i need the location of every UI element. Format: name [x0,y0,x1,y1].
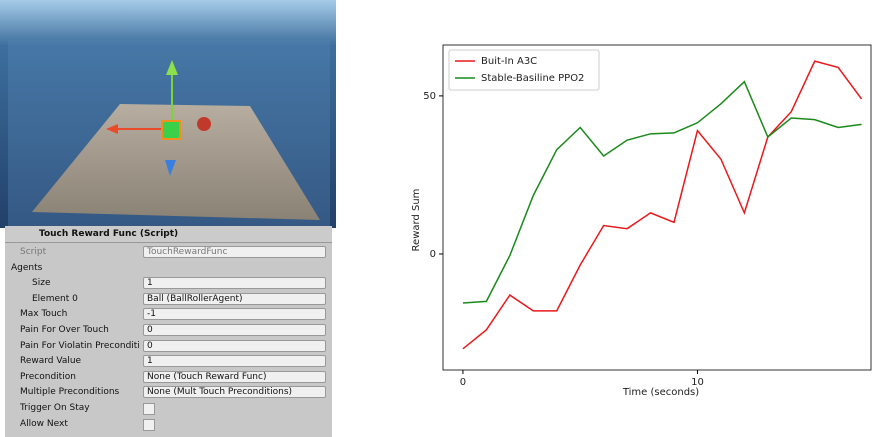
field-value[interactable]: 0 [143,324,326,336]
legend-label: Stable-Basiline PPO2 [481,73,584,84]
chart: Reward Sum Time (seconds) 0 10 0 50 Buit-In … [336,0,872,437]
field-value[interactable]: 1 [143,355,326,367]
scene-view [0,0,336,228]
field-label: Max Touch [20,309,142,319]
field-label: Script [20,247,142,257]
field-label: Agents [11,263,133,273]
field-value[interactable]: 1 [143,277,326,289]
field-value[interactable]: Ball (BallRollerAgent) [143,293,326,305]
inspector-row: Allow Next [5,417,332,432]
field-value[interactable]: None (Mult Touch Preconditions) [143,386,326,398]
field-label: Element 0 [32,294,154,304]
agent-cube [162,121,180,139]
series-line [463,61,862,349]
page: Touch Reward Func (Script) ScriptTouchRe… [0,0,872,437]
inspector-row: Trigger On Stay [5,401,332,416]
x-tick-label: 0 [460,377,466,388]
checkbox[interactable] [143,403,155,415]
field-label: Multiple Preconditions [20,387,142,397]
field-label: Pain For Violatin Preconditi [20,341,142,351]
field-value[interactable]: -1 [143,308,326,320]
y-tick-label: 0 [430,249,436,260]
inspector-row: Agents [5,261,332,276]
field-value[interactable]: 0 [143,340,326,352]
field-label: Pain For Over Touch [20,325,142,335]
y-axis-label: Reward Sum [411,189,422,252]
field-label: Trigger On Stay [20,403,142,413]
ball [197,117,211,131]
plot-frame [443,45,871,370]
y-tick-label: 50 [423,91,436,102]
field-label: Size [32,278,154,288]
field-label: Allow Next [20,419,142,429]
x-axis-label: Time (seconds) [622,387,699,398]
field-value[interactable]: None (Touch Reward Func) [143,371,326,383]
field-label: Precondition [20,372,142,382]
checkbox[interactable] [143,419,155,431]
field-label: Reward Value [20,356,142,366]
inspector-row: Max Touch-1 [5,307,332,322]
component-title: Touch Reward Func (Script) [39,229,178,239]
component-header: Touch Reward Func (Script) [5,226,332,243]
legend-label: Buit-In A3C [481,56,537,67]
series-line [463,82,862,303]
x-tick-label: 10 [691,377,704,388]
field-value[interactable]: TouchRewardFunc [143,246,326,258]
